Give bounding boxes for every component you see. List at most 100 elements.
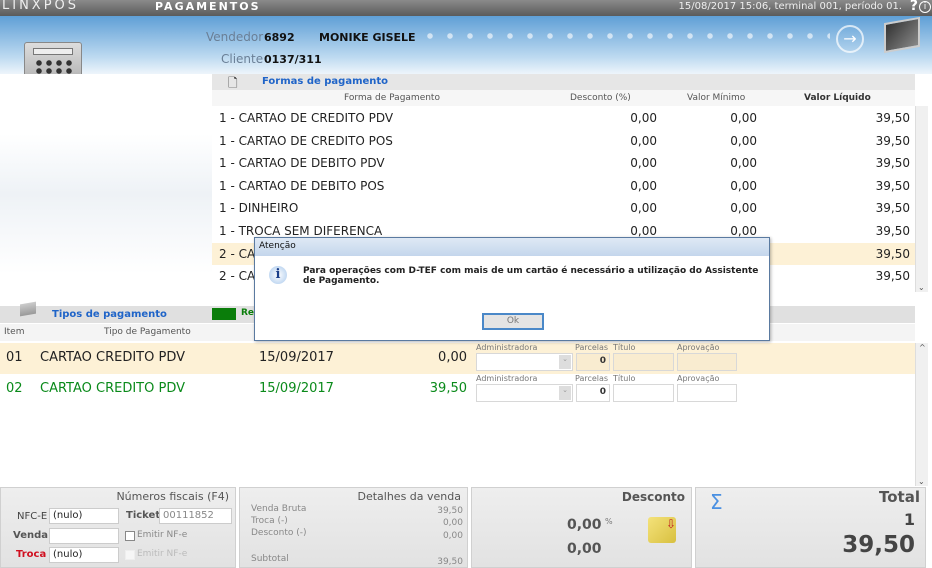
forma-row[interactable]: 1 - CARTAO DE DEBITO POS 0,00 0,00 39,50 bbox=[212, 175, 915, 198]
forma-name: 1 - TROCA SEM DIFERENCA bbox=[219, 224, 383, 238]
forma-desconto: 0,00 bbox=[630, 156, 657, 171]
col-valor-liquido[interactable]: Valor Líquido bbox=[804, 93, 871, 103]
aprovacao-input[interactable] bbox=[677, 353, 737, 371]
emitir-nfe-checkbox[interactable] bbox=[125, 531, 135, 541]
forma-row[interactable]: 1 - TROCA SEM DIFERENCA 0,00 0,00 39,50 bbox=[212, 220, 915, 243]
venda-bruta-label: Venda Bruta bbox=[251, 504, 307, 514]
emitir-nfe-label-disabled: Emitir NF-e bbox=[137, 549, 188, 559]
col-tipo[interactable]: Tipo de Pagamento bbox=[104, 327, 191, 337]
apply-discount-icon[interactable]: ⇩ bbox=[648, 517, 676, 543]
page-title: PAGAMENTOS bbox=[155, 0, 261, 13]
forma-row[interactable]: 1 - CARTAO DE CREDITO POS 0,00 0,00 39,50 bbox=[212, 130, 915, 153]
arrow-right-icon[interactable]: → bbox=[836, 25, 864, 53]
parcelas-input[interactable]: 0 bbox=[576, 353, 610, 371]
chevron-down-icon[interactable]: ⌄ bbox=[559, 386, 571, 400]
forma-row[interactable]: 1 - CARTAO DE CREDITO PDV 0,00 0,00 39,50 bbox=[212, 107, 915, 130]
header-banner: → Vendedor 6892 MONIKE GISELE Cliente 01… bbox=[0, 16, 932, 104]
aprovacao-label: Aprovação bbox=[677, 343, 720, 352]
forma-row[interactable]: 1 - CARTAO DE DEBITO PDV 0,00 0,00 39,50 bbox=[212, 152, 915, 175]
forma-name: 1 - CARTAO DE DEBITO PDV bbox=[219, 156, 385, 171]
tipo-pagamento: CARTAO CREDITO PDV bbox=[40, 381, 186, 396]
ok-button[interactable]: Ok bbox=[482, 313, 544, 330]
nfce-input[interactable]: (nulo) bbox=[49, 508, 119, 524]
administradora-select[interactable]: ⌄ bbox=[476, 384, 573, 402]
scroll-down-icon[interactable]: ⌄ bbox=[918, 283, 925, 292]
vendedor-code: 6892 bbox=[264, 31, 295, 44]
parcelas-label: Parcelas bbox=[575, 374, 609, 383]
forma-valor-minimo: 0,00 bbox=[730, 178, 757, 193]
pagamento-row[interactable]: 02 CARTAO CREDITO PDV 15/09/2017 39,50 Admin… bbox=[0, 374, 915, 405]
total-panel: Σ Total 1 39,50 bbox=[695, 487, 926, 568]
desconto-title: Desconto bbox=[621, 490, 685, 504]
forma-valor-liquido: 39,50 bbox=[875, 133, 910, 148]
brand-logo: LINXPOS bbox=[2, 0, 80, 13]
forma-valor-liquido: 39,50 bbox=[875, 111, 910, 125]
aprovacao-input[interactable] bbox=[677, 384, 737, 402]
scroll-down-icon[interactable]: ⌄ bbox=[918, 477, 925, 486]
forma-desconto: 0,00 bbox=[630, 111, 657, 125]
formas-title: Formas de pagamento bbox=[262, 76, 389, 87]
cliente-code: 0137/311 bbox=[264, 53, 322, 66]
parcelas-input[interactable]: 0 bbox=[576, 384, 610, 402]
total-value: 39,50 bbox=[842, 532, 915, 558]
forma-desconto: 0,00 bbox=[630, 224, 657, 238]
ticket-input[interactable]: 00111852 bbox=[159, 508, 232, 524]
vendedor-name: MONIKE GISELE bbox=[319, 31, 416, 44]
venda-bruta-value: 39,50 bbox=[437, 506, 463, 516]
tipo-pagamento: CARTAO CREDITO PDV bbox=[40, 350, 186, 365]
detalhes-title: Detalhes da venda bbox=[357, 490, 461, 503]
desconto-percent[interactable]: 0,00 bbox=[567, 517, 602, 533]
help-icon[interactable]: ? bbox=[909, 0, 918, 14]
valor: 0,00 bbox=[438, 350, 467, 365]
emitir-nfe-checkbox-disabled[interactable] bbox=[125, 550, 135, 560]
col-forma[interactable]: Forma de Pagamento bbox=[344, 93, 440, 103]
subtotal-value: 39,50 bbox=[437, 557, 463, 567]
percent-sign: % bbox=[605, 517, 613, 526]
fiscais-title: Números fiscais (F4) bbox=[116, 490, 229, 503]
desconto-detail-value: 0,00 bbox=[442, 531, 463, 541]
info-icon[interactable]: i bbox=[919, 1, 931, 13]
troca-input[interactable]: (nulo) bbox=[49, 547, 119, 563]
forma-desconto: 0,00 bbox=[630, 201, 657, 216]
desconto-detail-label: Desconto (-) bbox=[251, 528, 307, 538]
forma-row[interactable]: 2 - CA 39,50 bbox=[212, 265, 915, 288]
card-icon bbox=[20, 301, 36, 317]
monitor-icon bbox=[884, 16, 920, 54]
titulo-input[interactable] bbox=[613, 384, 674, 402]
tipos-scrollbar[interactable]: ^ ⌄ bbox=[915, 343, 928, 486]
venda-input[interactable] bbox=[49, 528, 119, 544]
info-icon: i bbox=[269, 266, 287, 284]
col-valor-minimo[interactable]: Valor Mínimo bbox=[687, 93, 746, 103]
col-desconto[interactable]: Desconto (%) bbox=[570, 93, 631, 103]
forma-name: 2 - CA bbox=[219, 269, 256, 284]
legend-swatch bbox=[212, 308, 236, 320]
titulo-input[interactable] bbox=[613, 353, 674, 371]
forma-valor-minimo: 0,00 bbox=[730, 201, 757, 216]
forma-valor-liquido: 39,50 bbox=[875, 224, 910, 238]
formas-scrollbar[interactable]: ⌄ bbox=[915, 106, 928, 292]
vencimento-date: 15/09/2017 bbox=[259, 350, 334, 365]
formas-grid-header: Forma de Pagamento Desconto (%) Valor Mí… bbox=[212, 90, 915, 106]
numeros-fiscais-panel: Números fiscais (F4) NFC-E (nulo) Ticket… bbox=[0, 487, 236, 568]
chevron-down-icon[interactable]: ⌄ bbox=[559, 355, 571, 369]
pagamento-row[interactable]: 01 CARTAO CREDITO PDV 15/09/2017 0,00 Admini… bbox=[0, 343, 915, 374]
col-item[interactable]: Item bbox=[4, 327, 25, 337]
administradora-label: Administradora bbox=[476, 374, 538, 383]
forma-valor-liquido: 39,50 bbox=[875, 156, 910, 171]
item-number: 02 bbox=[6, 381, 23, 396]
aprovacao-label: Aprovação bbox=[677, 374, 720, 383]
nfce-label: NFC-E bbox=[17, 511, 48, 522]
administradora-select[interactable]: ⌄ bbox=[476, 353, 573, 371]
scroll-up-icon[interactable]: ^ bbox=[919, 343, 926, 352]
document-icon: 🗋 bbox=[228, 76, 238, 90]
desconto-panel: Desconto 0,00 % 0,00 ⇩ bbox=[471, 487, 692, 568]
formas-section-header: 🗋 Formas de pagamento bbox=[212, 74, 915, 90]
forma-name: 2 - CA bbox=[219, 246, 256, 261]
emitir-nfe-label: Emitir NF-e bbox=[137, 530, 188, 540]
total-title: Total bbox=[879, 488, 920, 506]
troca-detail-label: Troca (-) bbox=[251, 516, 288, 526]
desconto-value[interactable]: 0,00 bbox=[567, 541, 602, 557]
vendedor-label: Vendedor bbox=[206, 30, 264, 44]
forma-row[interactable]: 1 - DINHEIRO 0,00 0,00 39,50 bbox=[212, 197, 915, 220]
legend-label: Re bbox=[241, 308, 255, 318]
